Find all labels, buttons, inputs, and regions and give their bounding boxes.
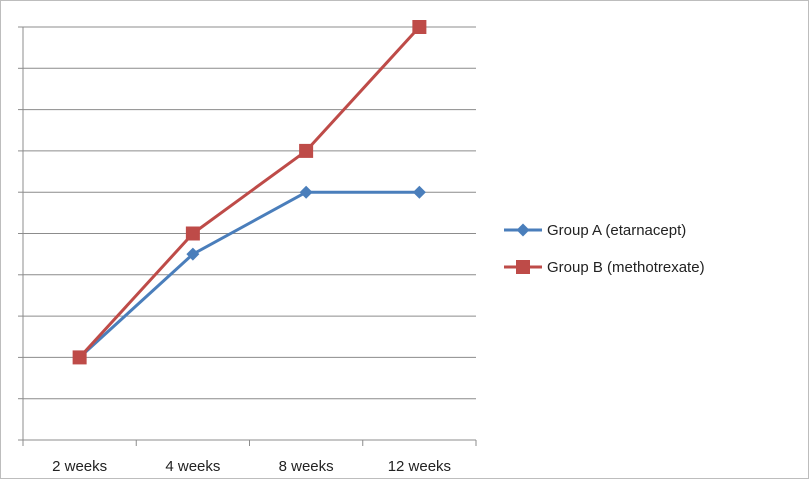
data-point [299, 143, 314, 158]
legend-item: Group B (methotrexate) [504, 259, 705, 276]
x-tick-label: 12 weeks [388, 458, 451, 475]
x-tick-label: 8 weeks [279, 458, 334, 475]
x-tick-label: 4 weeks [165, 458, 220, 475]
data-point [72, 350, 87, 365]
x-axis-ticks: 2 weeks 4 weeks 8 weeks 12 weeks [22, 440, 477, 475]
data-point [185, 226, 200, 241]
series-line [78, 190, 420, 359]
series-group-b [72, 20, 427, 365]
legend: Group A (etarnacept) Group B (methotrexat… [504, 222, 705, 276]
series-line [78, 25, 421, 359]
data-point [412, 20, 427, 34]
data-point [299, 185, 313, 199]
x-tick-label: 2 weeks [52, 458, 107, 475]
legend-label: Group B (methotrexate) [547, 259, 705, 276]
legend-label: Group A (etarnacept) [547, 222, 686, 239]
series-layer [72, 20, 427, 365]
legend-item: Group A (etarnacept) [504, 222, 686, 239]
legend-marker [516, 223, 530, 237]
legend-marker [516, 260, 530, 274]
data-point [186, 247, 200, 261]
data-point [412, 185, 426, 199]
